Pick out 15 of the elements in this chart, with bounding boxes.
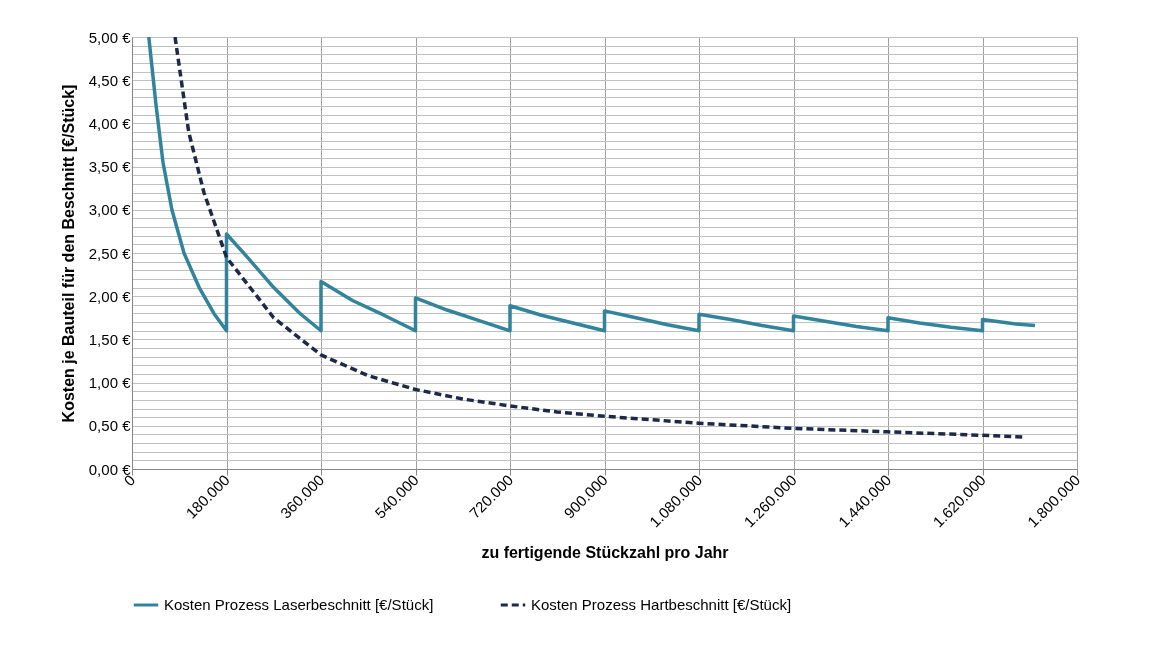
y-tick-label: 1,00 € — [88, 374, 132, 392]
y-axis-title: Kosten je Bauteil für den Beschnitt [€/Stück] — [59, 84, 77, 423]
y-tick-label: 2,00 € — [88, 287, 132, 305]
y-tick-label: 1,50 € — [88, 330, 132, 348]
y-tick-label: 4,00 € — [88, 114, 132, 132]
y-tick-label: 3,00 € — [88, 201, 132, 219]
y-tick-label: 2,50 € — [88, 244, 132, 262]
legend-label: Kosten Prozess Laserbeschnitt [€/Stück] — [164, 596, 434, 613]
legend-label: Kosten Prozess Hartbeschnitt [€/Stück] — [531, 596, 792, 613]
y-tick-label: 4,50 € — [88, 71, 132, 89]
y-tick-label: 3,50 € — [88, 158, 132, 176]
x-axis-title: zu fertigende Stückzahl pro Jahr — [481, 544, 729, 562]
y-tick-label: 0,50 € — [88, 417, 132, 435]
y-tick-label: 5,00 € — [88, 28, 132, 46]
line-series — [147, 37, 1037, 333]
